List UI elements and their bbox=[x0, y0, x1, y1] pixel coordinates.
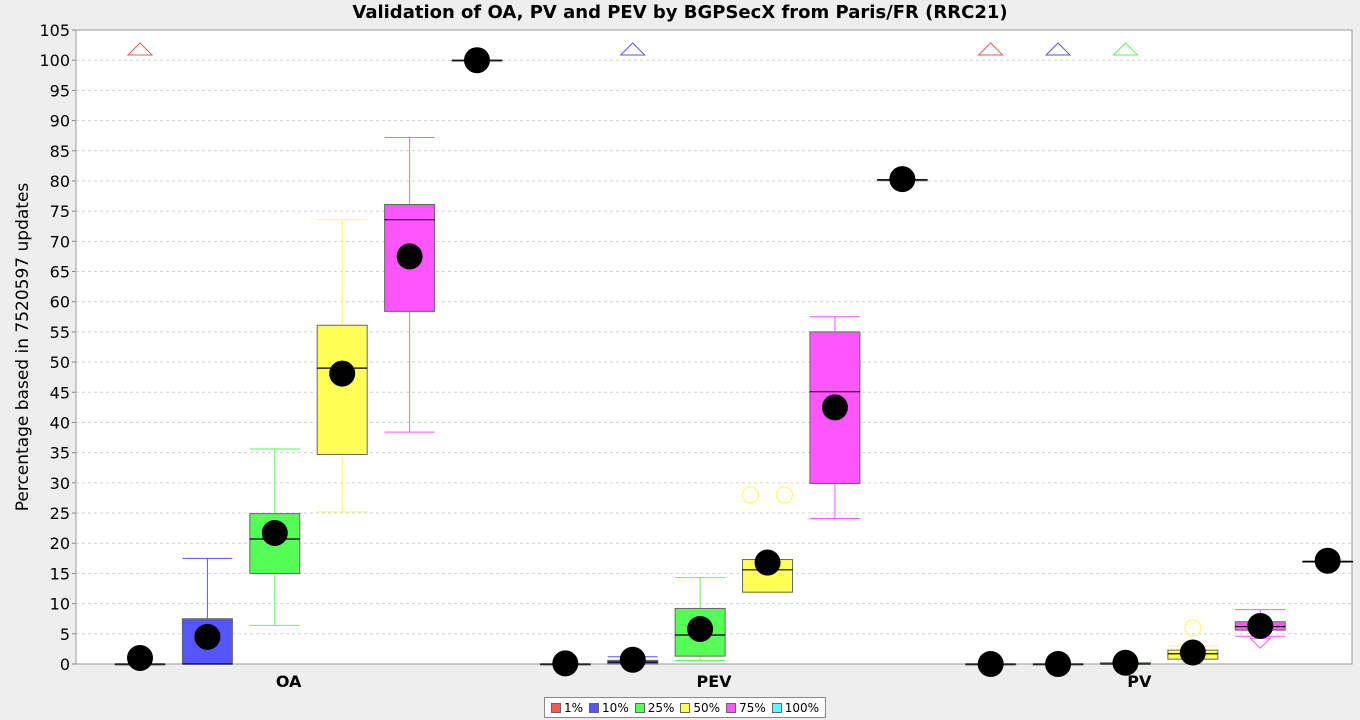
far-out-high-marker bbox=[619, 42, 646, 56]
y-tick-label: 15 bbox=[50, 564, 70, 583]
mean-point bbox=[261, 519, 288, 546]
mean-point bbox=[977, 651, 1004, 677]
legend-item: 10% bbox=[589, 701, 629, 715]
legend-item: 50% bbox=[680, 701, 720, 715]
mean-point bbox=[1247, 612, 1274, 639]
mean-point bbox=[687, 615, 714, 642]
mean-point bbox=[619, 646, 646, 673]
y-tick-label: 60 bbox=[50, 293, 70, 312]
legend-item: 75% bbox=[726, 701, 766, 715]
legend-swatch bbox=[680, 702, 691, 713]
mean-point bbox=[396, 243, 423, 270]
legend-swatch bbox=[551, 702, 561, 713]
gridlines bbox=[76, 59, 1352, 635]
y-tick-label: 95 bbox=[50, 81, 70, 100]
mean-point bbox=[127, 644, 153, 671]
far-out-high-marker bbox=[126, 42, 154, 56]
mean-point bbox=[552, 650, 579, 677]
legend-item: 100% bbox=[771, 700, 820, 715]
mean-point bbox=[1112, 649, 1139, 676]
y-tick-label: 75 bbox=[50, 202, 70, 221]
mean-point bbox=[1314, 547, 1341, 574]
legend-swatch bbox=[771, 702, 782, 713]
mean-point bbox=[754, 549, 781, 576]
box-oa-50pct bbox=[316, 324, 368, 455]
y-tick-label: 20 bbox=[50, 534, 70, 553]
legend-label: 50% bbox=[693, 700, 721, 715]
box-oa-75pct bbox=[384, 204, 436, 312]
y-axis-label: Percentage based in 7520597 updates bbox=[13, 183, 33, 512]
legend-label: 25% bbox=[647, 700, 675, 715]
legend-item: 25% bbox=[634, 700, 675, 715]
y-tick-label: 45 bbox=[50, 383, 70, 402]
mean-point bbox=[821, 394, 848, 421]
legend-label: 10% bbox=[602, 700, 629, 715]
axes: 0 5 10 15 20 25 30 35 40 45 50 55 60 65 70 75 80 85 90 95 10… bbox=[39, 21, 1152, 691]
y-tick-label: 50 bbox=[50, 353, 70, 372]
x-category-label: PV bbox=[1127, 672, 1152, 691]
y-tick-label: 70 bbox=[50, 232, 70, 251]
legend: 1% 10% 25% 50% 75% 100% bbox=[544, 697, 827, 718]
legend-swatch bbox=[726, 702, 737, 713]
y-tick-label: 35 bbox=[50, 444, 70, 463]
mean-point bbox=[1045, 651, 1072, 677]
y-tick-label: 85 bbox=[50, 142, 70, 161]
y-tick-label: 105 bbox=[39, 21, 70, 40]
y-tick-label: 40 bbox=[50, 413, 70, 432]
y-tick-label: 10 bbox=[50, 595, 70, 614]
mean-point bbox=[329, 360, 356, 387]
mean-point bbox=[889, 166, 916, 193]
y-tick-label: 5 bbox=[60, 625, 70, 644]
mean-point bbox=[1179, 639, 1206, 666]
y-tick-label: 0 bbox=[60, 655, 70, 674]
outlier-point bbox=[742, 486, 760, 504]
outlier-point bbox=[776, 486, 794, 504]
legend-swatch bbox=[589, 702, 600, 713]
y-tick-label: 100 bbox=[39, 51, 70, 70]
mean-point bbox=[194, 623, 221, 650]
legend-label: 100% bbox=[784, 700, 820, 715]
y-tick-label: 55 bbox=[50, 323, 70, 342]
outlier-point bbox=[1184, 619, 1202, 637]
boxes bbox=[114, 42, 1354, 677]
y-tick-label: 90 bbox=[50, 112, 70, 131]
legend-item: 1% bbox=[551, 701, 583, 715]
far-out-high-marker bbox=[1044, 42, 1072, 56]
x-category-label: PEV bbox=[696, 672, 732, 691]
legend-label: 75% bbox=[739, 700, 766, 715]
y-tick-label: 30 bbox=[50, 474, 70, 493]
y-tick-label: 80 bbox=[50, 172, 70, 191]
x-category-label: OA bbox=[276, 672, 302, 691]
y-tick-label: 65 bbox=[50, 263, 70, 282]
y-tick-label: 25 bbox=[50, 504, 70, 523]
mean-point bbox=[464, 47, 490, 74]
legend-label: 1% bbox=[564, 700, 584, 715]
chart-title: Validation of OA, PV and PEV by BGPSecX … bbox=[352, 2, 1008, 23]
far-out-high-marker bbox=[977, 42, 1004, 56]
far-out-high-marker bbox=[1112, 42, 1139, 56]
legend-swatch bbox=[634, 702, 645, 713]
